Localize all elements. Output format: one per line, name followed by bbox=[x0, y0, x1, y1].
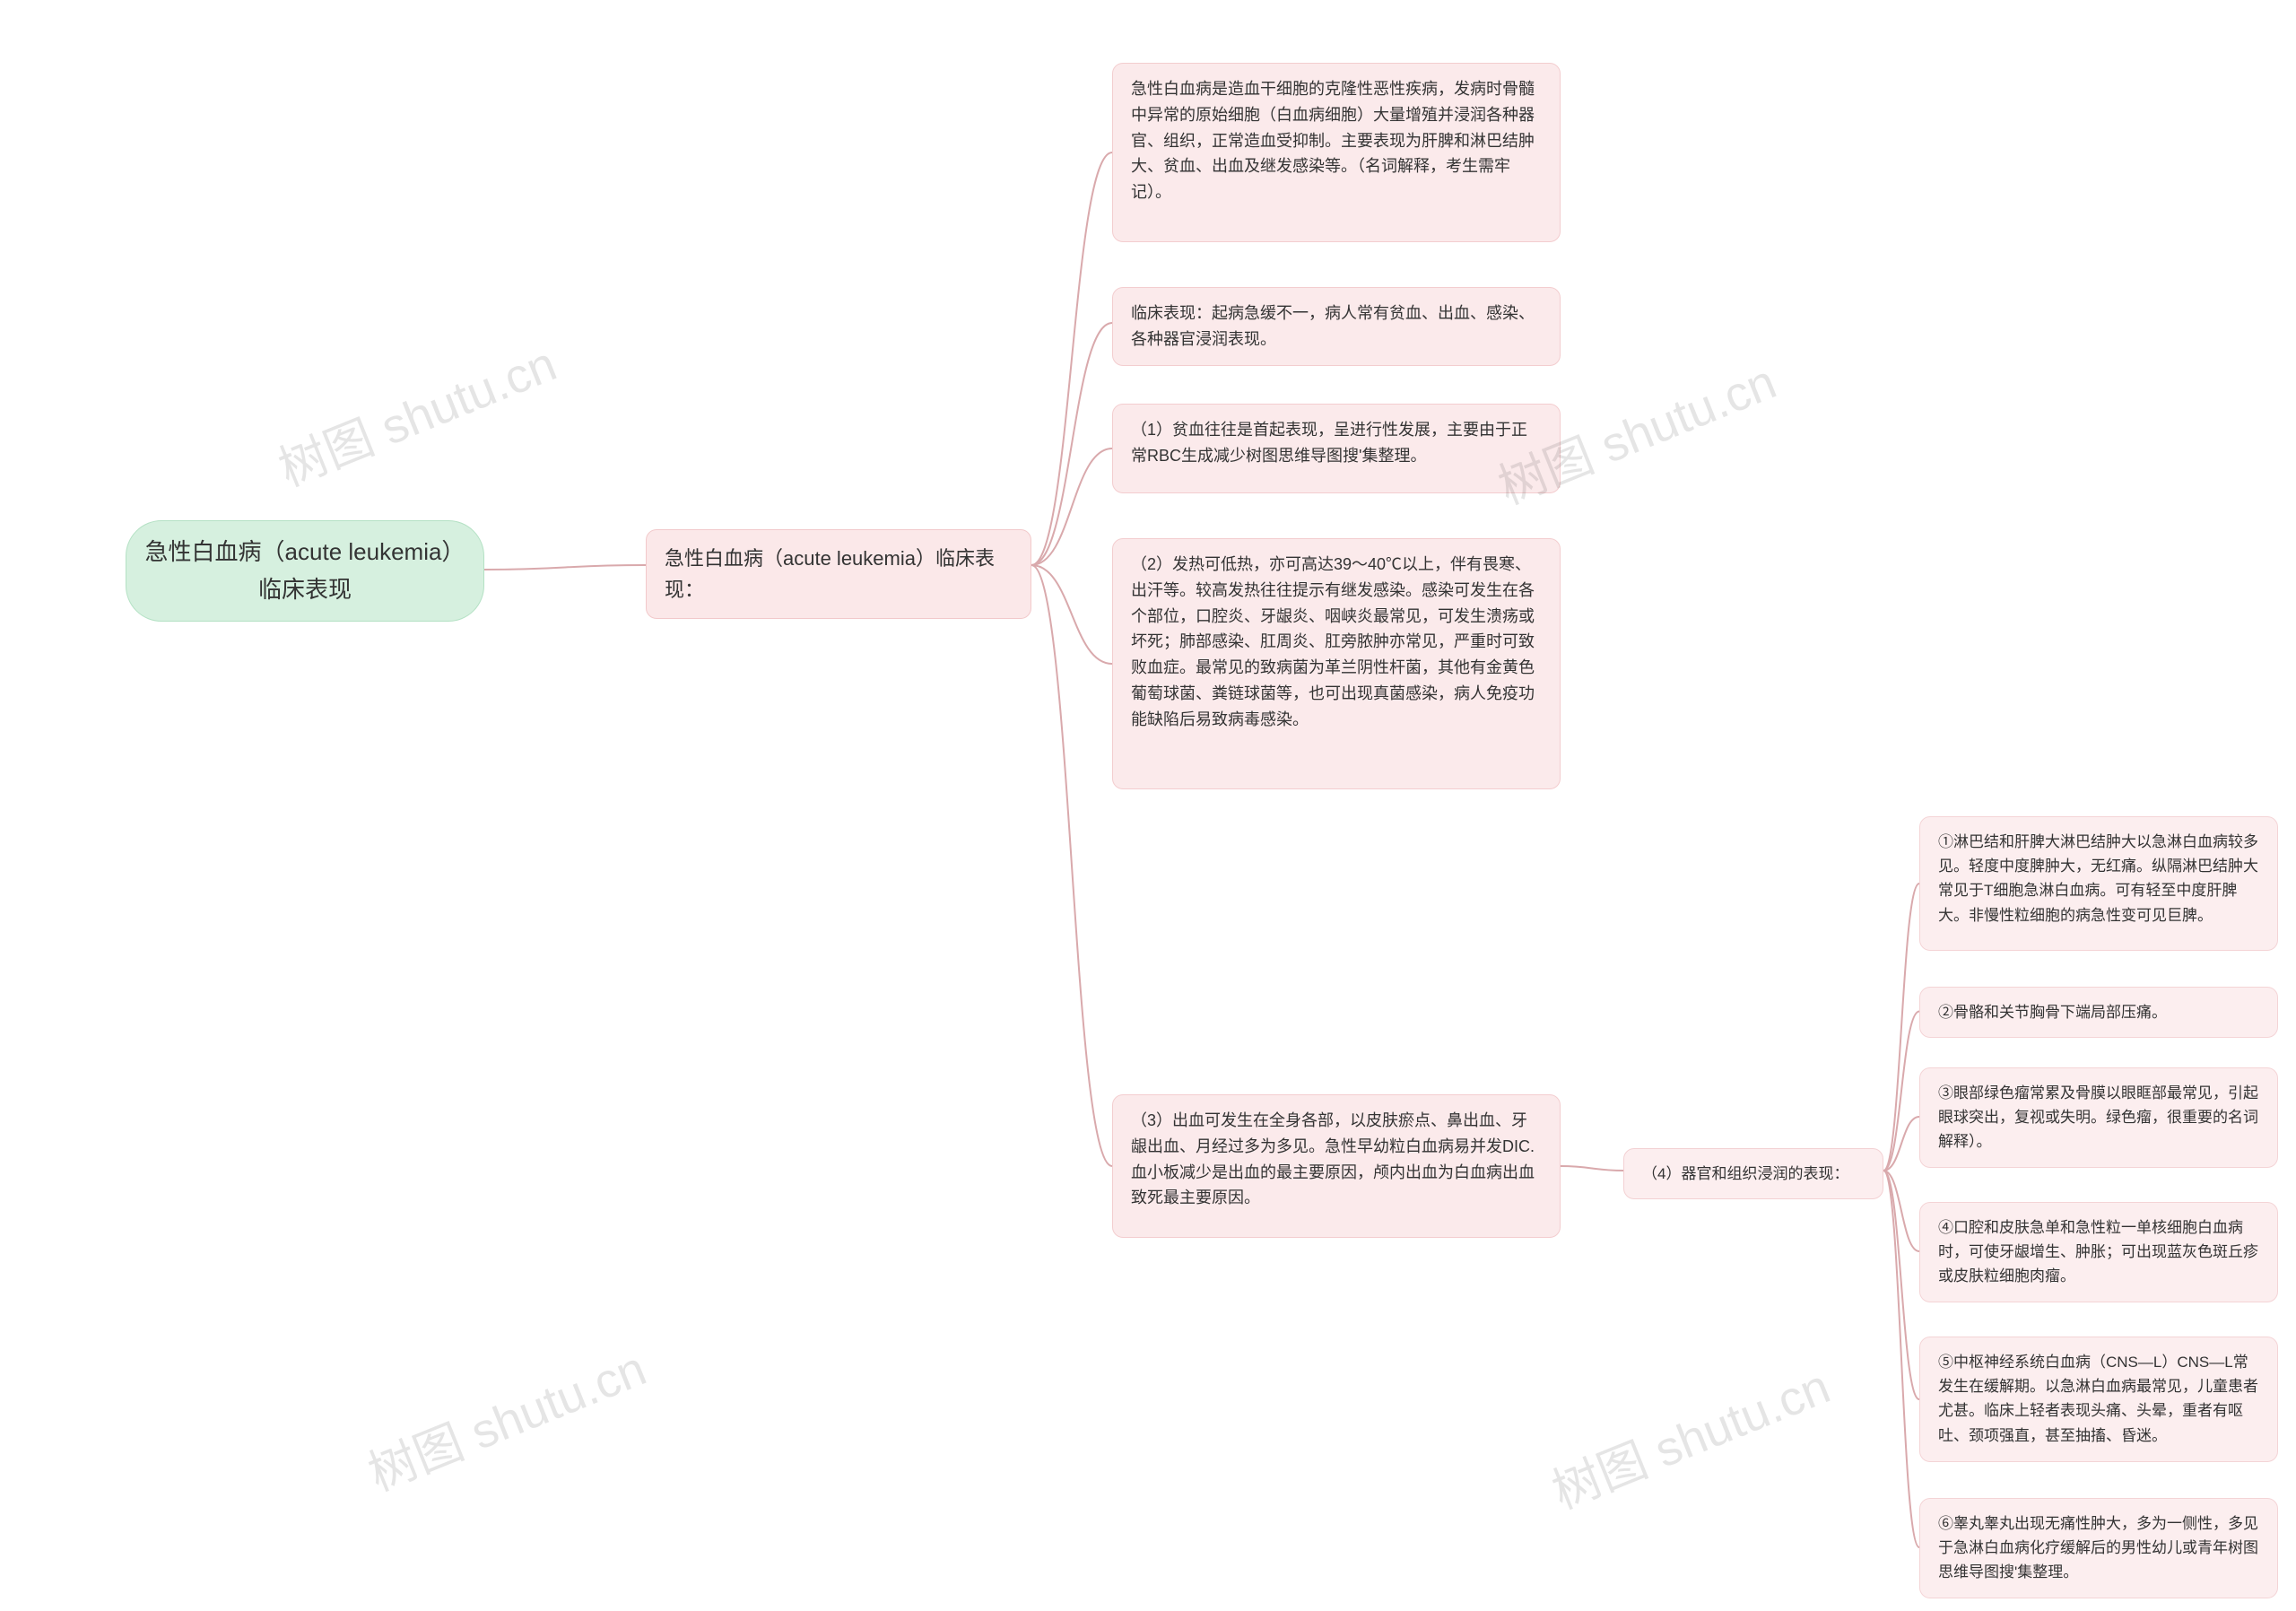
mindmap-l2-c: （1）贫血往往是首起表现，呈进行性发展，主要由于正常RBC生成减少树图思维导图搜… bbox=[1112, 404, 1561, 493]
mindmap-l2-e: （3）出血可发生在全身各部，以皮肤瘀点、鼻出血、牙龈出血、月经过多为多见。急性早… bbox=[1112, 1094, 1561, 1238]
watermark-3: 树图 shutu.cn bbox=[356, 1329, 655, 1505]
mindmap-leaf-d: ④口腔和皮肤急单和急性粒一单核细胞白血病时，可使牙龈增生、肿胀；可出现蓝灰色斑丘… bbox=[1919, 1202, 2278, 1302]
mindmap-l3: （4）器官和组织浸润的表现： bbox=[1623, 1148, 1883, 1199]
mindmap-l2-a: 急性白血病是造血干细胞的克隆性恶性疾病，发病时骨髓中异常的原始细胞（白血病细胞）… bbox=[1112, 63, 1561, 242]
mindmap-leaf-c: ③眼部绿色瘤常累及骨膜以眼眶部最常见，引起眼球突出，复视或失明。绿色瘤，很重要的… bbox=[1919, 1067, 2278, 1168]
mindmap-root: 急性白血病（acute leukemia）临床表现 bbox=[126, 520, 484, 622]
watermark-4: 树图 shutu.cn bbox=[1540, 1347, 1839, 1523]
mindmap-leaf-f: ⑥睾丸睾丸出现无痛性肿大，多为一侧性，多见于急淋白血病化疗缓解后的男性幼儿或青年… bbox=[1919, 1498, 2278, 1598]
mindmap-leaf-a: ①淋巴结和肝脾大淋巴结肿大以急淋白血病较多见。轻度中度脾肿大，无红痛。纵隔淋巴结… bbox=[1919, 816, 2278, 951]
mindmap-leaf-b: ②骨骼和关节胸骨下端局部压痛。 bbox=[1919, 987, 2278, 1038]
mindmap-l1: 急性白血病（acute leukemia）临床表现： bbox=[646, 529, 1031, 619]
mindmap-leaf-e: ⑤中枢神经系统白血病（CNS—L）CNS—L常发生在缓解期。以急淋白血病最常见，… bbox=[1919, 1337, 2278, 1462]
mindmap-l2-d: （2）发热可低热，亦可高达39～40℃以上，伴有畏寒、出汗等。较高发热往往提示有… bbox=[1112, 538, 1561, 789]
watermark-1: 树图 shutu.cn bbox=[266, 325, 565, 501]
mindmap-l2-b: 临床表现：起病急缓不一，病人常有贫血、出血、感染、各种器官浸润表现。 bbox=[1112, 287, 1561, 366]
